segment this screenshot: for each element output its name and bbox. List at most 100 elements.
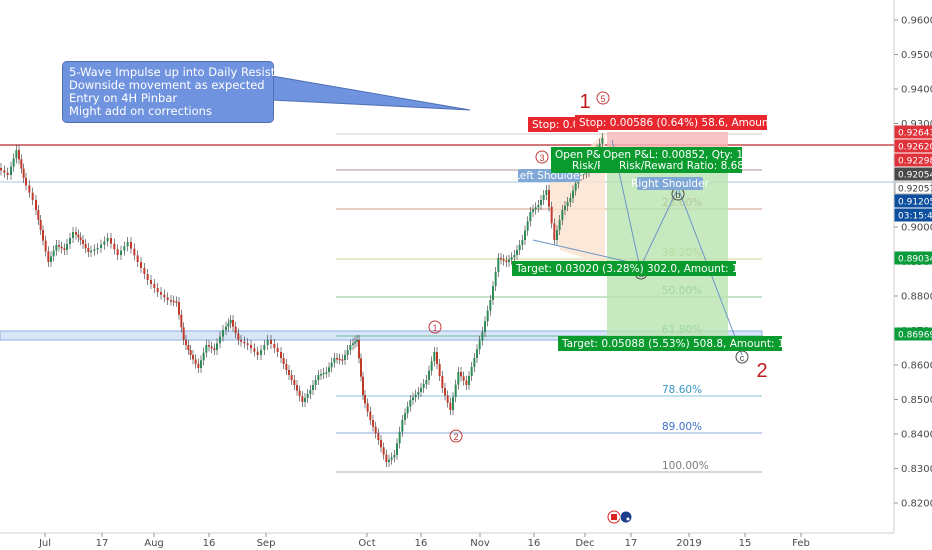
candle-body bbox=[393, 455, 396, 458]
candle-body bbox=[202, 352, 205, 361]
candle-body bbox=[240, 340, 242, 342]
y-tick-label: 0.96000 bbox=[901, 16, 932, 27]
candle-body bbox=[545, 190, 548, 195]
candle-body bbox=[260, 350, 262, 355]
analysis-note[interactable]: 5-Wave Impulse up into Daily Resistance … bbox=[62, 61, 303, 123]
candle-body bbox=[462, 376, 465, 381]
price-tag-label: 0.92298 bbox=[898, 157, 932, 167]
major-wave-1: 1 bbox=[579, 91, 590, 113]
candle-body bbox=[219, 336, 221, 344]
candle-body bbox=[478, 340, 481, 350]
candle-body bbox=[90, 250, 92, 253]
y-tick-label: 0.94000 bbox=[901, 85, 932, 96]
x-tick-label: 16 bbox=[528, 538, 541, 549]
candle-body bbox=[229, 320, 232, 324]
candle-body bbox=[550, 206, 553, 224]
candle-body bbox=[468, 376, 470, 385]
wave-label-c: c bbox=[735, 350, 749, 364]
candle-body bbox=[213, 348, 216, 350]
candle-body bbox=[237, 333, 240, 340]
candle-body bbox=[556, 230, 558, 240]
candle-body bbox=[564, 206, 566, 210]
candle-body bbox=[234, 326, 237, 334]
candle-body bbox=[505, 260, 508, 263]
australia-flag-icon[interactable] bbox=[619, 510, 633, 524]
candle-body bbox=[553, 223, 556, 240]
svg-text:2: 2 bbox=[453, 432, 458, 442]
candle-body bbox=[216, 343, 218, 350]
candle-body bbox=[208, 345, 210, 347]
candle-body bbox=[290, 375, 293, 380]
candle-body bbox=[285, 364, 288, 370]
candle-body bbox=[516, 250, 518, 255]
candle-body bbox=[39, 220, 42, 230]
price-tag bbox=[894, 208, 932, 222]
candle-body bbox=[210, 346, 213, 349]
price-tag bbox=[894, 167, 932, 181]
candle-body bbox=[25, 178, 27, 186]
candle-body bbox=[417, 392, 420, 395]
candle-body bbox=[304, 398, 306, 402]
candle-body bbox=[502, 259, 505, 261]
candle-body bbox=[120, 250, 122, 255]
price-tag-label: 0.92057 bbox=[898, 185, 932, 195]
candle-body bbox=[449, 402, 452, 410]
y-tick-label: 0.86000 bbox=[901, 361, 932, 372]
candle-body bbox=[366, 403, 369, 412]
svg-text:Open P&L: 0.00852, Qty: 17064: Open P&L: 0.00852, Qty: 17064 bbox=[603, 149, 770, 161]
note-line: Entry on 4H Pinbar bbox=[69, 91, 178, 105]
candle-body bbox=[377, 433, 380, 440]
svg-text:Target: 0.03020 (3.28%) 302.0,: Target: 0.03020 (3.28%) 302.0, Amount: 1… bbox=[515, 263, 776, 275]
candle-body bbox=[558, 220, 561, 230]
candle-body bbox=[352, 343, 354, 345]
price-tag bbox=[894, 139, 932, 153]
svg-text:Stop: 0.0: Stop: 0.0 bbox=[532, 119, 579, 131]
candle-body bbox=[47, 251, 50, 262]
candle-body bbox=[50, 256, 52, 262]
candle-body bbox=[280, 352, 282, 358]
y-tick-label: 0.90000 bbox=[901, 223, 932, 234]
candle-body bbox=[58, 245, 60, 247]
candle-body bbox=[276, 348, 279, 352]
candle-body bbox=[126, 242, 129, 247]
candle-body bbox=[96, 248, 99, 250]
neckline bbox=[532, 239, 643, 266]
fib-level-label: 78.60% bbox=[662, 384, 702, 396]
candle-body bbox=[146, 274, 149, 280]
target2-label: Target: 0.05088 (5.53%) 508.8, Amount: 1… bbox=[558, 336, 821, 351]
candle-body bbox=[69, 238, 71, 244]
candle-body bbox=[3, 170, 6, 173]
candle-body bbox=[205, 345, 208, 353]
x-tick-label: Feb bbox=[792, 538, 810, 549]
svg-text:1: 1 bbox=[432, 323, 437, 333]
candle-body bbox=[364, 395, 366, 404]
candle-body bbox=[406, 406, 409, 414]
candle-body bbox=[282, 358, 285, 364]
economic-events[interactable] bbox=[607, 510, 633, 524]
candle-body bbox=[298, 390, 301, 397]
candle-body bbox=[22, 168, 25, 178]
candle-body bbox=[306, 394, 309, 398]
candle-body bbox=[409, 400, 412, 407]
price-tag bbox=[894, 153, 932, 167]
candle-body bbox=[465, 380, 468, 385]
candle-body bbox=[354, 341, 356, 344]
candle-body bbox=[572, 190, 574, 198]
candle-body bbox=[192, 355, 194, 360]
candle-body bbox=[601, 138, 604, 144]
candle-body bbox=[404, 413, 406, 420]
candle-body bbox=[246, 343, 249, 345]
candle-body bbox=[436, 352, 438, 364]
svg-text:Stop: 0.00586 (0.64%) 58.6, Am: Stop: 0.00586 (0.64%) 58.6, Amount: 900 bbox=[579, 117, 800, 129]
candle-body bbox=[250, 345, 252, 349]
candle-body bbox=[508, 259, 510, 262]
candle-body bbox=[106, 238, 109, 242]
candle-body bbox=[358, 340, 360, 359]
candle-body bbox=[338, 358, 341, 361]
note-line: 5-Wave Impulse up into Daily Resistance bbox=[69, 65, 303, 79]
time-scale[interactable]: Jul 17 Aug 16 Sep Oct 16 Nov 16 Dec 17 2019 15 Feb bbox=[38, 533, 810, 549]
candle-body bbox=[263, 345, 266, 350]
candle-body bbox=[330, 362, 333, 368]
candle-body bbox=[60, 246, 63, 249]
